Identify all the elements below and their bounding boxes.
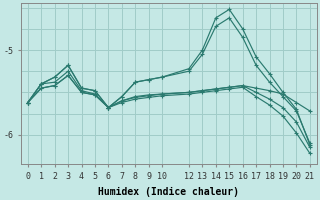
X-axis label: Humidex (Indice chaleur): Humidex (Indice chaleur)	[98, 186, 239, 197]
